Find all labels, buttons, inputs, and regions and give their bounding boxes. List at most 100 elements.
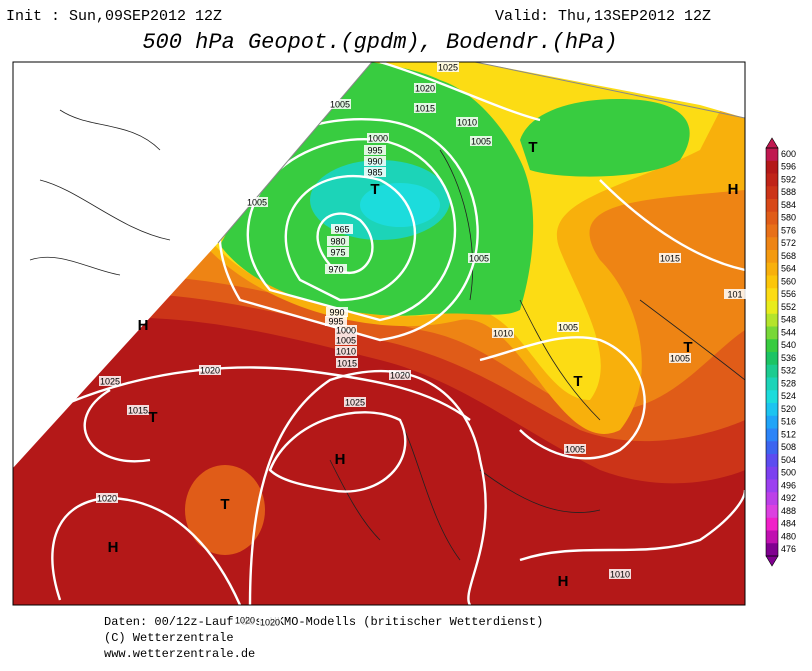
colorbar-swatch (766, 454, 778, 468)
colorbar-label: 492 (781, 493, 796, 503)
isobar-label-bg (367, 133, 389, 143)
footer-copyright: (C) Wetterzentrale (104, 631, 234, 645)
colorbar-swatch (766, 211, 778, 225)
colorbar-label: 584 (781, 200, 796, 210)
isobar-label: 1015 (128, 405, 148, 415)
isobar-label-bg (468, 253, 490, 263)
isobar-label: 1000 (368, 133, 388, 143)
isobar-label: 1005 (670, 353, 690, 363)
isobar-label-bg (344, 397, 366, 407)
colorbar-label: 484 (781, 519, 796, 529)
isobar-label: 101 (727, 289, 742, 299)
isobar-label: 1020 (260, 617, 280, 627)
colorbar-swatch (766, 288, 778, 302)
isobar-label-bg (437, 62, 459, 72)
colorbar-label: 520 (781, 404, 796, 414)
isobar-label-bg (389, 370, 411, 380)
isobar-label-bg (557, 322, 579, 332)
colorbar-label: 592 (781, 174, 796, 184)
colorbar-swatch (766, 301, 778, 315)
colorbar-swatch (766, 390, 778, 404)
isobar-label-bg (364, 167, 386, 177)
colorbar-swatch (766, 466, 778, 480)
isobar-label: 1000 (336, 325, 356, 335)
colorbar-swatch (766, 403, 778, 417)
isobar-label-bg (326, 307, 348, 317)
init-time: Init : Sun,09SEP2012 12Z (6, 8, 222, 25)
colorbar-end (765, 137, 779, 149)
map-title: 500 hPa Geopot.(gpdm), Bodendr.(hPa) (142, 30, 617, 55)
colorbar-label: 496 (781, 480, 796, 490)
footer-source: Daten: 00/12z-Lauf des UKMO-Modells (bri… (104, 615, 543, 629)
isobar-label: 1005 (247, 197, 267, 207)
map-area (13, 62, 745, 605)
colorbar-label: 544 (781, 327, 796, 337)
pressure-center: H (335, 451, 346, 468)
pressure-center: H (108, 539, 119, 556)
colorbar-swatch (766, 352, 778, 366)
isobar-label-bg (414, 103, 436, 113)
isobar-label-bg (325, 264, 347, 274)
isobar-label: 1015 (337, 358, 357, 368)
isobar-label: 1005 (565, 444, 585, 454)
colorbar-label: 596 (781, 162, 796, 172)
isobar-label-bg (659, 253, 681, 263)
isobar-label: 975 (330, 247, 345, 257)
colorbar-swatch (766, 530, 778, 544)
isobar-label-bg (456, 117, 478, 127)
isobar-label: 1005 (336, 335, 356, 345)
isobar-label: 1020 (200, 365, 220, 375)
colorbar-swatch (766, 479, 778, 493)
colorbar-label: 568 (781, 251, 796, 261)
colorbar-label: 488 (781, 506, 796, 516)
colorbar-label: 588 (781, 187, 796, 197)
colorbar-frame (765, 147, 779, 557)
colorbar-swatch (766, 364, 778, 378)
isobar-label: 980 (330, 236, 345, 246)
isobar-label-bg (470, 136, 492, 146)
isobar-label-bg (364, 156, 386, 166)
isobar-label: 1010 (493, 328, 513, 338)
isobar-label-bg (127, 405, 149, 415)
colorbar-label: 528 (781, 378, 796, 388)
colorbar-label: 560 (781, 276, 796, 286)
isobar-label-bg (335, 325, 357, 335)
colorbar-swatch (766, 505, 778, 519)
isobar-label: 985 (367, 167, 382, 177)
colorbar-swatch (766, 262, 778, 276)
isobar-label: 1025 (345, 397, 365, 407)
isobar-label: 965 (334, 224, 349, 234)
isobar-label: 990 (329, 307, 344, 317)
colorbar-swatch (766, 326, 778, 340)
isobar-label-bg (327, 236, 349, 246)
isobar-label-bg (234, 615, 256, 625)
colorbar-label: 536 (781, 353, 796, 363)
colorbar-label: 532 (781, 366, 796, 376)
colorbar-swatch (766, 492, 778, 506)
colorbar-label: 548 (781, 315, 796, 325)
pressure-center: T (220, 496, 229, 513)
isobar-label: 1010 (336, 346, 356, 356)
pressure-center: H (728, 181, 739, 198)
colorbar-label: 600 (781, 149, 796, 159)
colorbar-swatch (766, 517, 778, 531)
isobar-label-bg (99, 376, 121, 386)
colorbar-swatch (766, 237, 778, 251)
isobar-label-bg (335, 346, 357, 356)
colorbar-label: 556 (781, 289, 796, 299)
isobar-label-bg (325, 316, 347, 326)
colorbar-swatch (766, 275, 778, 289)
colorbar-end (765, 555, 779, 567)
isobar-label-bg (246, 197, 268, 207)
isobar-label: 1020 (235, 615, 255, 625)
pressure-center: T (370, 181, 379, 198)
colorbar-label: 576 (781, 225, 796, 235)
colorbar-label: 500 (781, 468, 796, 478)
colorbar-swatch (766, 148, 778, 162)
colorbar-swatch (766, 428, 778, 442)
pressure-center: H (138, 317, 149, 334)
isobar-label-bg (724, 289, 746, 299)
colorbar-label: 516 (781, 417, 796, 427)
isobar-label-bg (492, 328, 514, 338)
